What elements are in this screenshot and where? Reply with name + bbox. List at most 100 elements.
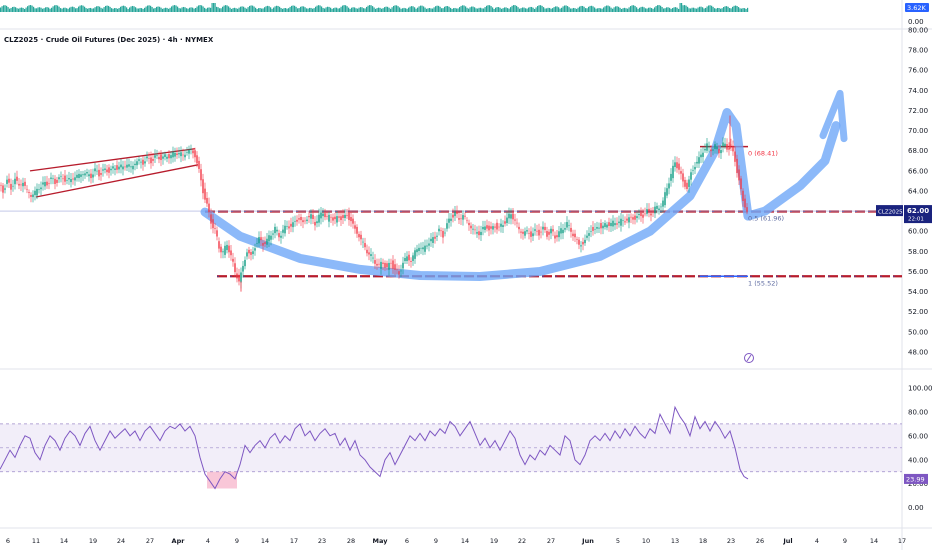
x-axis-tick: 28 <box>347 537 355 545</box>
candle-body <box>564 228 566 230</box>
candle-body <box>146 156 148 159</box>
candle-body <box>478 231 480 236</box>
volume-bar <box>105 5 107 12</box>
candle-body <box>56 179 58 183</box>
x-axis-tick: 14 <box>870 537 878 545</box>
volume-bar <box>532 7 534 12</box>
volume-bar <box>606 5 608 12</box>
volume-bar <box>732 6 734 12</box>
volume-bar <box>192 7 194 12</box>
volume-bar <box>661 6 663 12</box>
volume-bar <box>676 7 678 12</box>
volume-bar <box>318 5 320 12</box>
x-axis-tick: Jul <box>782 537 792 545</box>
candle-body <box>592 226 594 231</box>
volume-bar <box>69 7 71 12</box>
volume-bar <box>720 8 722 12</box>
volume-bar <box>184 7 186 12</box>
volume-bar <box>72 6 74 12</box>
candle-body <box>210 214 212 224</box>
volume-bar <box>447 6 449 12</box>
volume-bar <box>259 7 261 12</box>
candle-body <box>570 227 572 232</box>
candle-body <box>516 222 518 224</box>
volume-bar <box>729 8 731 12</box>
volume-bar <box>367 5 369 12</box>
candle-body <box>234 263 236 273</box>
x-axis-tick: 13 <box>671 537 679 545</box>
volume-bar <box>159 6 161 12</box>
volume-bar <box>703 8 705 12</box>
volume-bar <box>688 8 690 12</box>
candle-body <box>464 215 466 217</box>
candle-body <box>466 220 468 222</box>
fib-label: 0.5 (61.96) <box>748 214 784 222</box>
volume-bar <box>97 6 99 12</box>
candle-body <box>702 152 704 157</box>
candle-body <box>622 220 624 221</box>
volume-bar <box>291 5 293 12</box>
volume-bar <box>103 7 105 12</box>
candle-body <box>86 171 88 174</box>
candle-body <box>374 260 376 264</box>
candle-body <box>282 229 284 233</box>
candle-body <box>194 150 196 158</box>
candle-body <box>636 216 638 218</box>
replay-icon-ring <box>744 353 754 363</box>
volume-bar <box>214 3 216 12</box>
volume-bar <box>66 8 68 12</box>
candle-body <box>134 163 136 166</box>
candle-body <box>268 235 270 242</box>
volume-bar <box>238 7 240 12</box>
volume-bar <box>636 7 638 12</box>
price-y-tick: 72.00 <box>908 107 928 115</box>
candle-body <box>408 254 410 261</box>
volume-bar <box>628 7 630 12</box>
candle-body <box>52 178 54 180</box>
volume-bar <box>616 6 618 12</box>
volume-bar <box>220 8 222 12</box>
candle-body <box>248 249 250 254</box>
candle-body <box>742 190 744 201</box>
volume-bar <box>607 5 609 12</box>
candle-body <box>164 154 166 157</box>
volume-bar <box>190 7 192 12</box>
volume-bar <box>427 8 429 12</box>
volume-bar <box>591 5 593 12</box>
candle-body <box>198 160 200 169</box>
volume-bar <box>538 5 540 12</box>
volume-bar <box>78 6 80 12</box>
volume-bar <box>399 7 401 12</box>
x-axis-tick: 17 <box>898 537 906 545</box>
candle-body <box>90 173 92 179</box>
volume-bar <box>253 6 255 12</box>
symbol-badge <box>876 205 903 217</box>
volume-bar <box>396 5 398 12</box>
price-y-tick: 70.00 <box>908 127 928 135</box>
candle-body <box>730 144 732 146</box>
volume-bar <box>718 7 720 12</box>
candle-body <box>560 228 562 234</box>
candle-body <box>190 148 192 150</box>
candle-body <box>514 219 516 221</box>
x-axis-tick: 27 <box>547 537 555 545</box>
candle-body <box>522 231 524 234</box>
x-axis-tick: 9 <box>434 537 438 545</box>
candle-body <box>396 269 398 271</box>
candle-body <box>470 225 472 229</box>
volume-bar <box>199 5 201 12</box>
volume-bar <box>40 7 42 12</box>
volume-bar <box>178 8 180 12</box>
candle-body <box>54 178 56 184</box>
volume-bar <box>571 8 573 12</box>
volume-bar <box>694 8 696 12</box>
candle-body <box>626 218 628 221</box>
volume-bar <box>112 8 114 12</box>
volume-bar <box>13 6 15 12</box>
last-price-value: 62.00 <box>907 207 929 215</box>
candle-body <box>380 261 382 269</box>
candle-body <box>456 211 458 214</box>
candle-body <box>612 220 614 227</box>
x-axis-tick: 6 <box>6 537 10 545</box>
